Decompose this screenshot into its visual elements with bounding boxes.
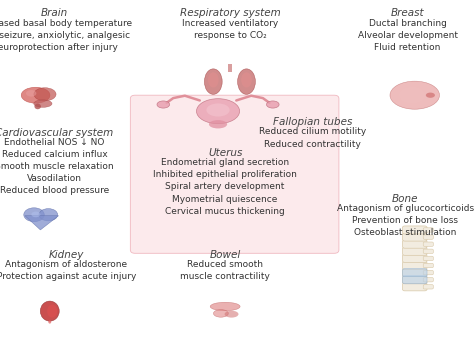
- Text: Brain: Brain: [41, 8, 68, 18]
- Ellipse shape: [31, 211, 40, 217]
- Text: Ductal branching
Alveolar development
Fluid retention: Ductal branching Alveolar development Fl…: [358, 19, 457, 52]
- Ellipse shape: [196, 99, 240, 124]
- Ellipse shape: [24, 208, 44, 222]
- Ellipse shape: [210, 302, 240, 311]
- FancyBboxPatch shape: [402, 254, 427, 262]
- Polygon shape: [25, 216, 59, 230]
- Text: Respiratory system: Respiratory system: [180, 8, 280, 18]
- Text: Antagonism of aldosterone
Protection against acute injury: Antagonism of aldosterone Protection aga…: [0, 260, 136, 281]
- Ellipse shape: [241, 72, 252, 87]
- FancyBboxPatch shape: [402, 233, 427, 241]
- FancyBboxPatch shape: [402, 261, 427, 270]
- Ellipse shape: [21, 87, 50, 103]
- Ellipse shape: [213, 309, 228, 317]
- FancyBboxPatch shape: [423, 285, 433, 289]
- Ellipse shape: [204, 69, 222, 95]
- FancyBboxPatch shape: [423, 228, 433, 232]
- FancyBboxPatch shape: [402, 283, 427, 291]
- FancyBboxPatch shape: [423, 277, 433, 282]
- Text: Bowel: Bowel: [210, 250, 241, 260]
- Text: Antagonism of glucocorticoids
Prevention of bone loss
Osteoblast stimulation: Antagonism of glucocorticoids Prevention…: [337, 204, 474, 237]
- Ellipse shape: [40, 301, 59, 321]
- Ellipse shape: [426, 92, 435, 98]
- FancyBboxPatch shape: [423, 270, 433, 275]
- FancyBboxPatch shape: [402, 226, 427, 234]
- Ellipse shape: [26, 90, 36, 97]
- Text: Uterus: Uterus: [208, 148, 242, 158]
- Ellipse shape: [237, 69, 255, 95]
- Ellipse shape: [399, 87, 425, 104]
- Bar: [228, 64, 232, 72]
- Ellipse shape: [390, 81, 439, 109]
- Text: Bone: Bone: [392, 194, 419, 204]
- FancyBboxPatch shape: [402, 269, 427, 277]
- FancyBboxPatch shape: [402, 269, 427, 277]
- FancyBboxPatch shape: [130, 95, 339, 253]
- Text: Reduced smooth
muscle contractility: Reduced smooth muscle contractility: [180, 260, 270, 281]
- Text: Endothelial NOS ↓ NO
Reduced calcium influx
Smooth muscle relaxation
Vasodilatio: Endothelial NOS ↓ NO Reduced calcium inf…: [0, 138, 114, 195]
- Ellipse shape: [34, 100, 52, 107]
- Ellipse shape: [47, 305, 57, 318]
- FancyBboxPatch shape: [402, 276, 427, 284]
- Ellipse shape: [39, 209, 58, 221]
- FancyBboxPatch shape: [423, 249, 433, 254]
- FancyBboxPatch shape: [423, 256, 433, 260]
- Ellipse shape: [208, 72, 219, 87]
- Ellipse shape: [35, 104, 41, 109]
- Ellipse shape: [48, 320, 51, 324]
- FancyBboxPatch shape: [423, 242, 433, 246]
- Ellipse shape: [209, 120, 227, 129]
- Ellipse shape: [207, 103, 229, 117]
- FancyBboxPatch shape: [423, 263, 433, 268]
- Ellipse shape: [157, 101, 170, 108]
- Text: Cardiovascular system: Cardiovascular system: [0, 128, 114, 137]
- FancyBboxPatch shape: [402, 240, 427, 248]
- Text: Endometrial gland secretion
Inhibited epithelial proliferation
Spiral artery dev: Endometrial gland secretion Inhibited ep…: [153, 158, 297, 216]
- Text: Kidney: Kidney: [49, 250, 84, 260]
- Ellipse shape: [34, 88, 56, 101]
- FancyBboxPatch shape: [423, 235, 433, 239]
- Text: Increased ventilatory
response to CO₂: Increased ventilatory response to CO₂: [182, 19, 278, 40]
- Text: Breast: Breast: [391, 8, 424, 18]
- Ellipse shape: [266, 101, 279, 108]
- Text: Fallopian tubes: Fallopian tubes: [273, 117, 353, 127]
- FancyBboxPatch shape: [402, 247, 427, 255]
- FancyBboxPatch shape: [402, 276, 427, 284]
- Text: Reduced cilium motility
Reduced contractility: Reduced cilium motility Reduced contract…: [259, 128, 366, 149]
- Text: Increased basal body temperature
Anti-seizure, anxiolytic, analgesic
Neuroprotec: Increased basal body temperature Anti-se…: [0, 19, 133, 52]
- Ellipse shape: [225, 311, 238, 318]
